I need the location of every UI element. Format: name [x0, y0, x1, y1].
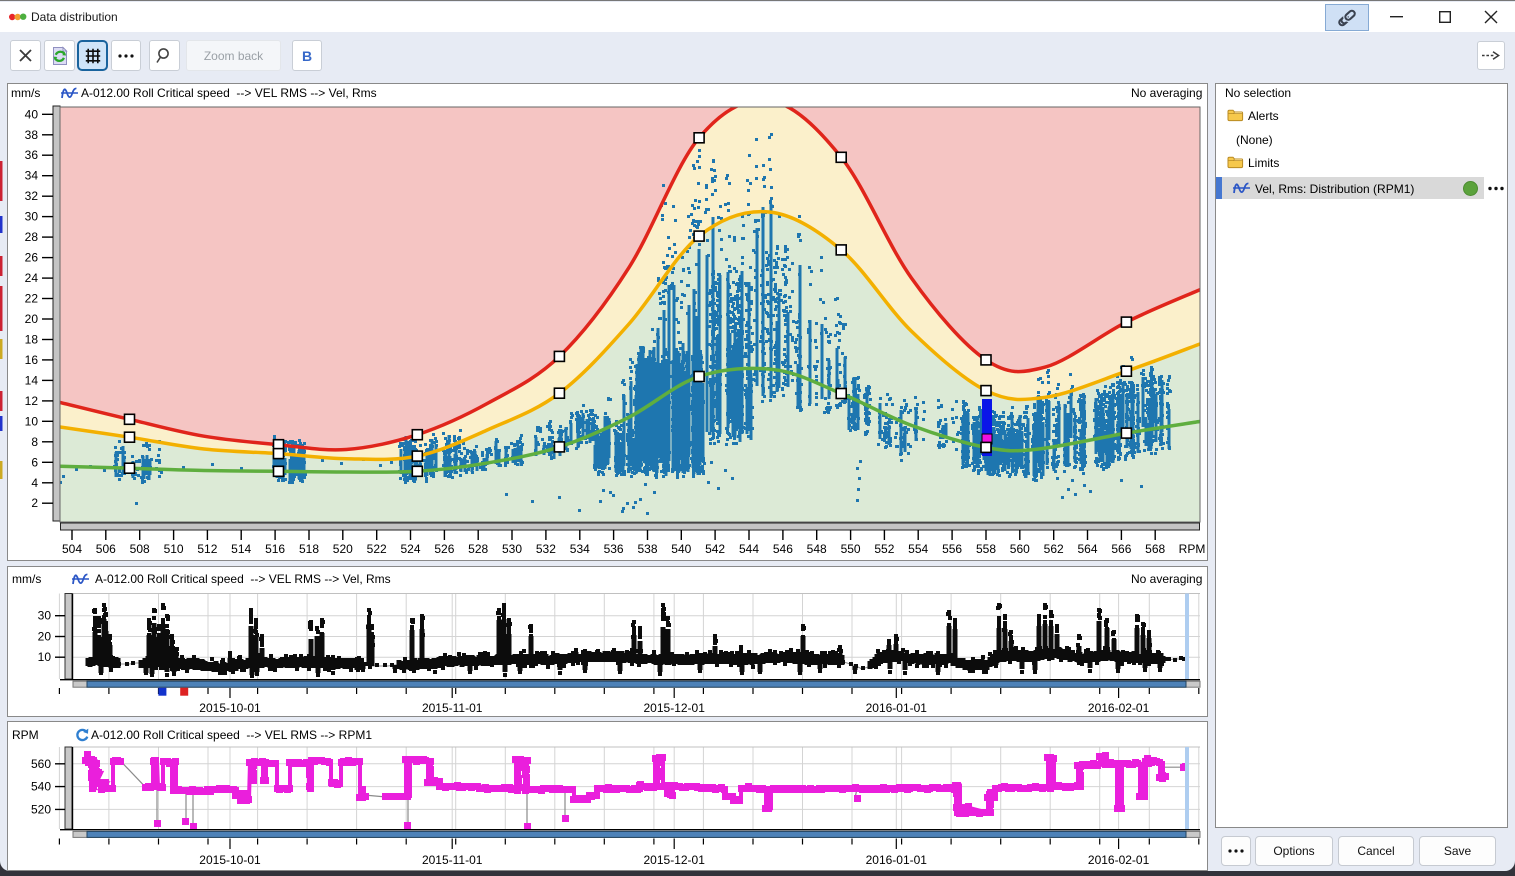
svg-text:22: 22	[25, 292, 39, 306]
svg-text:516: 516	[265, 542, 285, 556]
svg-text:2015-10-01: 2015-10-01	[199, 853, 261, 867]
svg-text:2016-01-01: 2016-01-01	[866, 853, 928, 867]
svg-text:4: 4	[31, 476, 38, 490]
svg-text:8: 8	[31, 435, 38, 449]
svg-text:508: 508	[130, 542, 150, 556]
svg-text:20: 20	[25, 312, 39, 326]
svg-text:568: 568	[1145, 542, 1165, 556]
svg-text:564: 564	[1077, 542, 1097, 556]
svg-text:560: 560	[31, 757, 51, 771]
svg-text:2016-02-01: 2016-02-01	[1088, 853, 1150, 867]
svg-text:14: 14	[25, 373, 39, 387]
svg-text:16: 16	[25, 353, 39, 367]
svg-text:30: 30	[25, 210, 39, 224]
svg-text:36: 36	[25, 148, 39, 162]
svg-text:530: 530	[502, 542, 522, 556]
svg-text:2015-11-01: 2015-11-01	[422, 853, 483, 867]
svg-text:556: 556	[942, 542, 962, 556]
svg-text:2016-01-01: 2016-01-01	[866, 701, 928, 715]
svg-text:2015-10-01: 2015-10-01	[199, 701, 261, 715]
svg-text:6: 6	[31, 455, 38, 469]
svg-text:536: 536	[604, 542, 624, 556]
svg-text:518: 518	[299, 542, 319, 556]
svg-text:2015-12-01: 2015-12-01	[644, 853, 706, 867]
svg-text:566: 566	[1111, 542, 1131, 556]
svg-text:520: 520	[333, 542, 353, 556]
svg-text:38: 38	[25, 128, 39, 142]
svg-text:558: 558	[976, 542, 996, 556]
svg-text:18: 18	[25, 333, 39, 347]
svg-text:2015-12-01: 2015-12-01	[644, 701, 706, 715]
svg-text:540: 540	[31, 780, 51, 794]
svg-text:10: 10	[25, 414, 39, 428]
svg-text:526: 526	[434, 542, 454, 556]
svg-text:524: 524	[400, 542, 420, 556]
svg-text:2015-11-01: 2015-11-01	[422, 701, 483, 715]
svg-text:546: 546	[773, 542, 793, 556]
svg-text:40: 40	[25, 107, 39, 121]
svg-text:520: 520	[31, 802, 51, 816]
svg-text:32: 32	[25, 189, 39, 203]
svg-text:510: 510	[164, 542, 184, 556]
svg-text:554: 554	[908, 542, 928, 556]
svg-text:548: 548	[807, 542, 827, 556]
svg-text:560: 560	[1010, 542, 1030, 556]
svg-text:24: 24	[25, 271, 39, 285]
svg-text:534: 534	[570, 542, 590, 556]
svg-text:512: 512	[197, 542, 217, 556]
svg-text:26: 26	[25, 251, 39, 265]
svg-text:522: 522	[367, 542, 387, 556]
svg-text:562: 562	[1044, 542, 1064, 556]
svg-text:538: 538	[637, 542, 657, 556]
svg-text:506: 506	[96, 542, 116, 556]
svg-text:2016-02-01: 2016-02-01	[1088, 701, 1150, 715]
svg-text:532: 532	[536, 542, 556, 556]
svg-text:514: 514	[231, 542, 251, 556]
svg-text:544: 544	[739, 542, 759, 556]
svg-text:12: 12	[25, 394, 39, 408]
svg-text:504: 504	[62, 542, 82, 556]
svg-text:552: 552	[874, 542, 894, 556]
svg-text:RPM: RPM	[1179, 542, 1206, 556]
svg-text:528: 528	[468, 542, 488, 556]
svg-text:20: 20	[38, 630, 52, 644]
svg-text:10: 10	[38, 650, 52, 664]
svg-text:34: 34	[25, 169, 39, 183]
svg-text:540: 540	[671, 542, 691, 556]
svg-text:542: 542	[705, 542, 725, 556]
svg-text:2: 2	[31, 496, 38, 510]
svg-text:28: 28	[25, 230, 39, 244]
svg-text:550: 550	[841, 542, 861, 556]
svg-text:30: 30	[38, 609, 52, 623]
